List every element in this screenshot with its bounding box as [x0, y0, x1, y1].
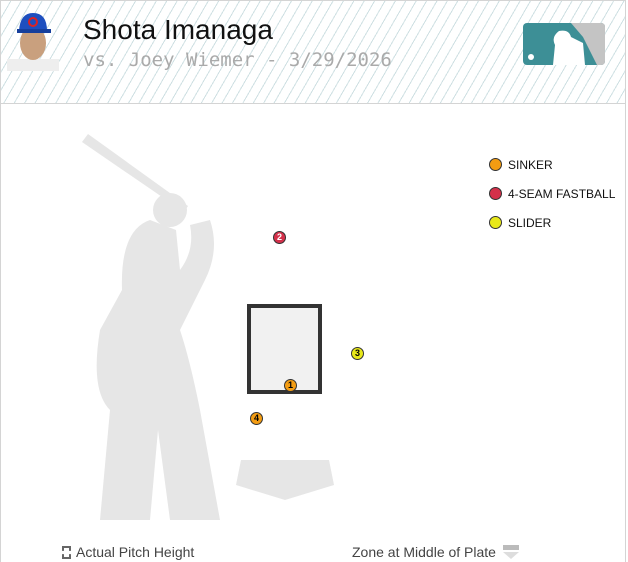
legend-label: SLIDER [508, 215, 552, 230]
pitch-legend: SINKER 4-SEAM FASTBALL SLIDER [489, 150, 615, 237]
legend-label: SINKER [508, 157, 553, 172]
pitch-marker[interactable]: 4 [250, 412, 263, 425]
header: Shota Imanaga vs. Joey Wiemer - 3/29/202… [0, 0, 626, 104]
home-plate [236, 460, 334, 500]
legend-item: 4-SEAM FASTBALL [489, 179, 615, 208]
pitch-marker[interactable]: 3 [351, 347, 364, 360]
legend-label: 4-SEAM FASTBALL [508, 186, 616, 201]
zone-middle-plate-label: Zone at Middle of Plate [352, 544, 519, 560]
legend-item: SINKER [489, 150, 615, 179]
pitch-marker[interactable]: 1 [284, 379, 297, 392]
legend-dot [489, 216, 502, 229]
dashed-box-icon [62, 545, 71, 559]
legend-dot [489, 187, 502, 200]
legend-dot [489, 158, 502, 171]
strike-zone-panel [0, 104, 626, 562]
footer-right-text: Zone at Middle of Plate [352, 544, 496, 560]
actual-pitch-height-label: Actual Pitch Height [62, 544, 194, 560]
legend-item: SLIDER [489, 208, 615, 237]
pitch-marker[interactable]: 2 [273, 231, 286, 244]
mlb-logo [523, 23, 605, 65]
pitcher-avatar [7, 13, 59, 71]
footer-left-text: Actual Pitch Height [76, 544, 195, 560]
pitcher-name: Shota Imanaga [83, 14, 273, 45]
plate-icon [502, 545, 519, 559]
matchup-subtitle: vs. Joey Wiemer - 3/29/2026 [83, 49, 392, 71]
batter-silhouette [82, 134, 220, 520]
strike-zone [247, 304, 322, 394]
